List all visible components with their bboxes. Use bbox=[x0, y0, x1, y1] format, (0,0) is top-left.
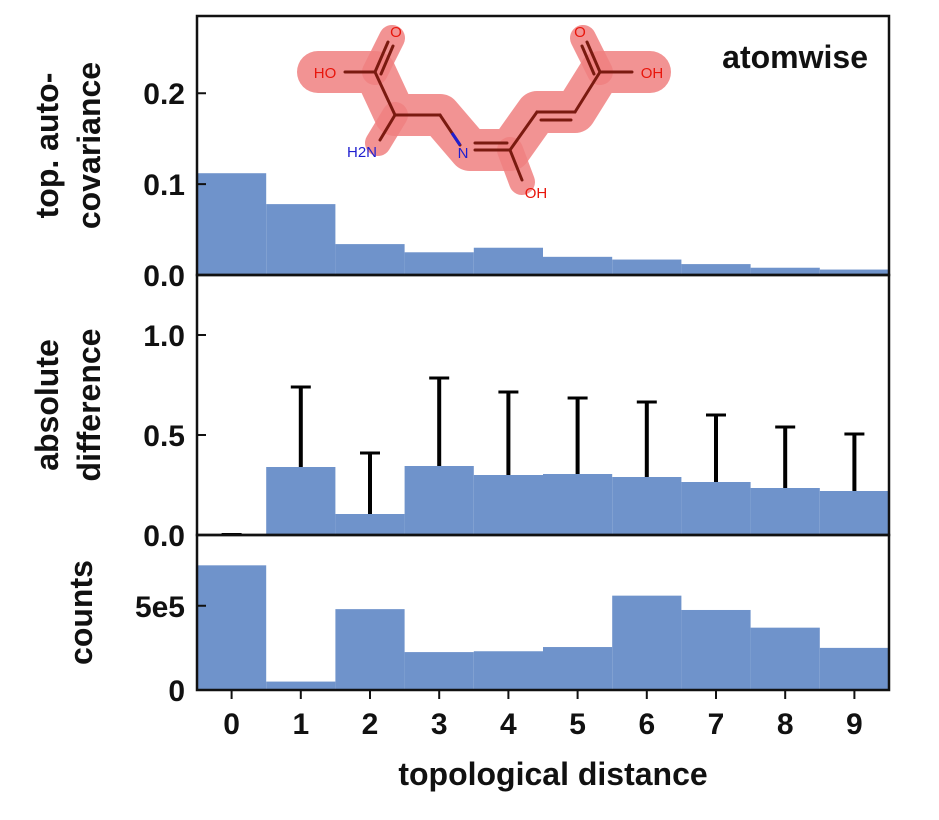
bond bbox=[573, 70, 602, 114]
panel-frame bbox=[195, 533, 891, 692]
atom-oh-right: OH bbox=[641, 65, 664, 82]
bar bbox=[819, 647, 889, 690]
bar bbox=[404, 652, 474, 690]
y-tick-label: 0.1 bbox=[143, 169, 185, 202]
atom-n-imine: N bbox=[458, 145, 469, 162]
y-tick-label: 5e5 bbox=[135, 591, 185, 624]
bar bbox=[750, 488, 820, 535]
x-tick-label: 9 bbox=[846, 708, 863, 741]
bar bbox=[612, 595, 682, 690]
bar bbox=[681, 264, 751, 275]
bar bbox=[819, 269, 889, 275]
panel-3: 0 5e5 counts 0 1 2 3 4 5 6 7 8 9 topological distance bbox=[63, 533, 891, 792]
bar bbox=[266, 681, 336, 690]
x-tick-label: 8 bbox=[777, 708, 794, 741]
bar bbox=[404, 466, 474, 535]
bar bbox=[197, 565, 267, 690]
x-tick-label: 6 bbox=[638, 708, 655, 741]
x-tick-label: 0 bbox=[223, 708, 240, 741]
bond bbox=[508, 110, 539, 152]
bar bbox=[473, 651, 543, 690]
y-tick-label: 0 bbox=[168, 675, 185, 708]
bar bbox=[819, 491, 889, 535]
x-tick-label: 2 bbox=[362, 708, 379, 741]
atom-nh2: H2N bbox=[347, 144, 377, 161]
bar bbox=[335, 244, 405, 275]
atom-o-top-left: O bbox=[390, 24, 402, 41]
bond-nitrogen bbox=[450, 132, 462, 146]
bar bbox=[266, 204, 336, 275]
panel-2: 0.0 0.5 1.0 absolute difference bbox=[29, 273, 891, 553]
bar bbox=[543, 256, 613, 275]
bond bbox=[373, 70, 397, 117]
molecule-bonds bbox=[343, 40, 634, 182]
bond bbox=[379, 44, 395, 76]
bond bbox=[580, 44, 596, 76]
bar bbox=[335, 514, 405, 535]
y-tick-label: 1.0 bbox=[143, 320, 185, 353]
bar bbox=[473, 475, 543, 535]
bar bbox=[750, 627, 820, 690]
x-axis-label: topological distance bbox=[398, 756, 707, 792]
molecule-bonds-n bbox=[450, 132, 462, 146]
atom-ho-left: HO bbox=[314, 65, 337, 82]
bond bbox=[508, 148, 524, 182]
bar bbox=[266, 467, 336, 535]
bar bbox=[335, 609, 405, 690]
bond bbox=[373, 40, 390, 74]
bar bbox=[404, 252, 474, 275]
y-axis-label: top. auto- bbox=[29, 73, 65, 219]
y-tick-label: 0.0 bbox=[143, 520, 185, 553]
x-tick-label: 1 bbox=[292, 708, 309, 741]
bar bbox=[681, 609, 751, 690]
y-axis-label: covariance bbox=[71, 62, 107, 229]
bar bbox=[612, 259, 682, 275]
bar bbox=[750, 267, 820, 275]
y-tick-label: 0.2 bbox=[143, 78, 185, 111]
panel-1: 0.0 0.1 0.2 top. auto-covariance atomwise bbox=[29, 14, 891, 293]
x-tick-label: 3 bbox=[431, 708, 448, 741]
bar bbox=[473, 247, 543, 275]
y-axis-label: difference bbox=[71, 329, 107, 482]
bond bbox=[378, 113, 397, 142]
x-tick-label: 7 bbox=[708, 708, 725, 741]
molecule-structure: O HO H2N N OH O OH bbox=[297, 24, 671, 202]
bond bbox=[585, 40, 602, 74]
bar bbox=[612, 477, 682, 535]
atom-oh-bottom: OH bbox=[525, 185, 548, 202]
y-tick-label: 0.0 bbox=[143, 260, 185, 293]
panel-title: atomwise bbox=[722, 39, 868, 75]
y-axis-label: absolute bbox=[29, 339, 65, 471]
y-tick-label: 0.5 bbox=[143, 420, 185, 453]
atom-o-top-right: O bbox=[574, 24, 586, 41]
bar bbox=[197, 173, 267, 275]
bar bbox=[681, 482, 751, 535]
x-tick-label: 4 bbox=[500, 708, 517, 741]
y-axis-label: counts bbox=[63, 560, 99, 665]
bar bbox=[543, 474, 613, 535]
bar bbox=[543, 647, 613, 690]
x-tick-label: 5 bbox=[569, 708, 586, 741]
